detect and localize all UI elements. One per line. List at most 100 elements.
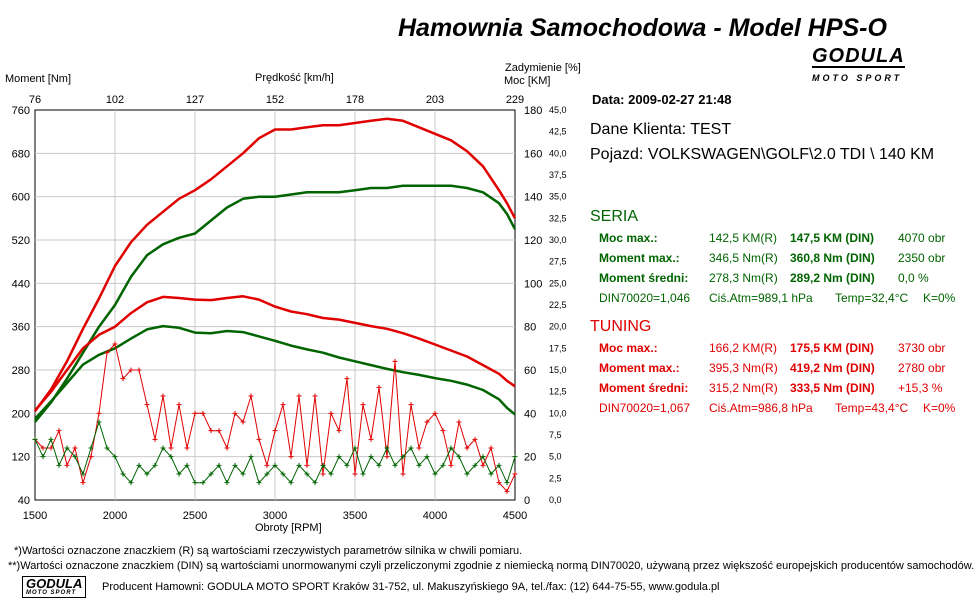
tuning-smoke-point [344,376,350,382]
seria-smoke-point [112,454,118,460]
seria-smoke-point [496,462,502,468]
tuning-smoke-point [376,384,382,390]
seria-smoke-point [216,462,222,468]
tuning-smoke-point [136,367,142,373]
tuning-torque-r: 395,3 Nm(R) [709,361,778,375]
smoke-tick-label: 17,5 [549,343,567,353]
tuning-smoke-point [256,436,262,442]
tuning-smoke-point [192,410,198,416]
tuning-torque-din: 419,2 Nm (DIN) [790,361,875,375]
smoke-tick-label: 32,5 [549,213,567,223]
smoke-tick-label: 15,0 [549,365,567,375]
y-tick-label: 200 [12,408,30,420]
seria-smoke-point [304,471,310,477]
seria-avg-label: Moment średni: [599,271,689,285]
godula-logo: GODULA MOTO SPORT [812,45,905,83]
seria-smoke-point [512,454,518,460]
speed-tick-label: 127 [186,94,204,106]
tuning-smoke-point [464,445,470,451]
seria-smoke-point [200,480,206,486]
seria-power-rpm: 4070 obr [898,231,946,245]
seria-smoke-point [192,480,198,486]
tuning-smoke-point [504,488,510,494]
seria-smoke-point [480,454,486,460]
seria-din-factor: DIN70020=1,046 [599,291,691,305]
smoke-tick-label: 20,0 [549,322,567,332]
y-tick-label: 360 [12,322,30,334]
seria-power-din: 147,5 KM (DIN) [790,231,875,245]
tuning-smoke-point [328,410,334,416]
tuning-smoke-point [280,402,286,408]
tuning-power-r: 166,2 KM(R) [709,341,778,355]
power-axis-label: Moc [KM] [504,75,551,87]
tuning-smoke-point [56,428,62,434]
seria-smoke-point [464,471,470,477]
seria-smoke-point [96,419,102,425]
power-tick-label: 20 [524,452,536,464]
godula-logo-small: GODULA MOTO SPORT [22,576,87,598]
page-title: Hamownia Samochodowa - Model HPS-O [398,14,887,42]
seria-smoke-point [344,462,350,468]
tuning-smoke-point [208,428,214,434]
tuning-power-line [33,117,517,412]
tuning-smoke-point [440,428,446,434]
tuning-torque-line [34,295,516,412]
seria-smoke-point [232,462,238,468]
seria-smoke-point [416,462,422,468]
tuning-avg-r: 315,2 Nm(R) [709,381,778,395]
tuning-din-factor: DIN70020=1,067 [599,401,691,415]
y-tick-label: 440 [12,278,30,290]
y-tick-label: 280 [12,365,30,377]
seria-smoke-point [488,471,494,477]
tuning-smoke-point [168,445,174,451]
seria-smoke-point [144,471,150,477]
power-tick-label: 100 [524,278,542,290]
power-tick-label: 0 [524,495,530,507]
seria-smoke-point [328,471,334,477]
seria-title: SERIA [590,208,639,225]
seria-smoke-point [456,454,462,460]
smoke-tick-label: 30,0 [549,235,567,245]
smoke-tick-label: 27,5 [549,257,567,267]
tuning-smoke-point [72,445,78,451]
smoke-tick-label: 42,5 [549,127,567,137]
tuning-power-label: Moc max.: [599,341,658,355]
tuning-smoke-point [472,436,478,442]
power-tick-label: 160 [524,148,542,160]
speed-axis-label: Prędkość [km/h] [255,72,334,84]
smoke-tick-label: 12,5 [549,387,567,397]
smoke-tick-label: 0,0 [549,495,562,505]
smoke-tick-label: 7,5 [549,430,562,440]
seria-smoke-point [472,462,478,468]
tuning-smoke-point [456,419,462,425]
seria-smoke-point [72,454,78,460]
tuning-smoke-point [232,410,238,416]
seria-smoke-point [504,480,510,486]
tuning-smoke-point [496,480,502,486]
tuning-smoke-point [480,462,486,468]
seria-smoke-point [64,445,70,451]
seria-smoke-point [160,445,166,451]
tuning-smoke-point [352,471,358,477]
tuning-smoke-point [512,471,518,477]
seria-smoke-point [136,462,142,468]
tuning-smoke-point [384,454,390,460]
tuning-smoke-point [80,480,86,486]
x-tick-label: 3500 [343,510,367,522]
seria-smoke-point [152,462,158,468]
seria-smoke-point [296,462,302,468]
moment-axis-label: Moment [Nm] [5,73,72,85]
tuning-smoke-point [160,393,166,399]
speed-tick-label: 203 [426,94,444,106]
seria-smoke-point [376,462,382,468]
rpm-axis-label: Obroty [RPM] [255,522,322,534]
y-tick-label: 760 [12,105,30,117]
seria-smoke-point [400,454,406,460]
seria-smoke-point [320,462,326,468]
seria-smoke-point [248,454,254,460]
tuning-avg-din: 333,5 Nm (DIN) [790,381,875,395]
vehicle-data: Pojazd: VOLKSWAGEN\GOLF\2.0 TDI \ 140 KM [590,146,935,163]
tuning-smoke-point [368,436,374,442]
speed-tick-label: 102 [106,94,124,106]
